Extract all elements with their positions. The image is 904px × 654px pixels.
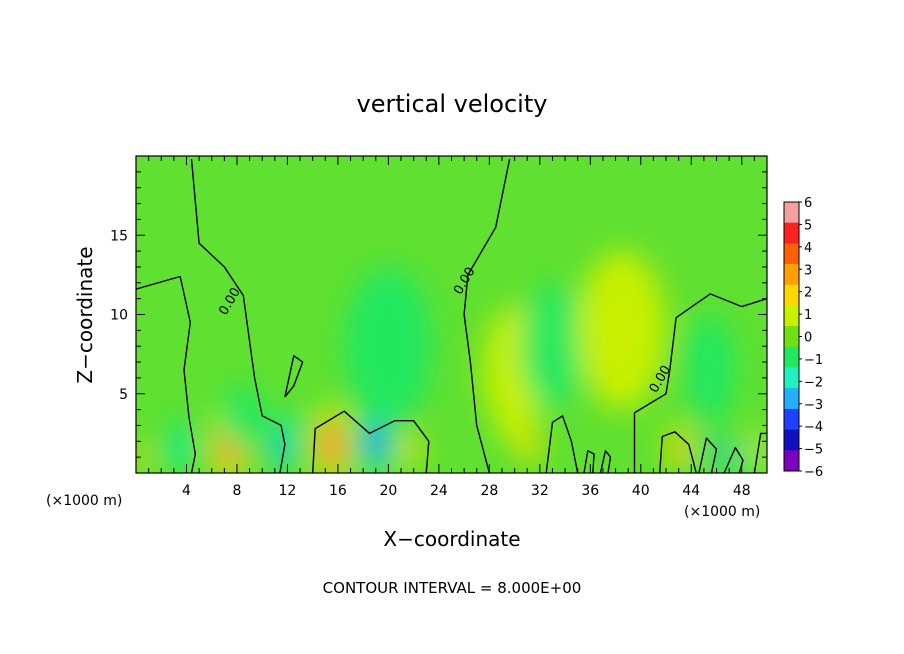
colorbar-swatch bbox=[784, 305, 799, 327]
velocity-cell bbox=[675, 441, 682, 454]
colorbar-label: −3 bbox=[804, 398, 823, 413]
contour-line bbox=[723, 446, 744, 473]
colorbar-swatch bbox=[784, 388, 799, 410]
x-tick-label: 32 bbox=[531, 483, 549, 499]
contour-line bbox=[599, 450, 612, 473]
contour-line bbox=[753, 432, 767, 473]
colorbar-swatch bbox=[784, 346, 799, 368]
x-tick-label: 44 bbox=[682, 483, 700, 499]
plot-area: 0.000.000.00 bbox=[136, 156, 767, 473]
x-tick-label: 20 bbox=[379, 483, 397, 499]
colorbar-swatch bbox=[784, 326, 799, 348]
x-unit-right: (×1000 m) bbox=[684, 504, 760, 520]
colorbar-label: 0 bbox=[804, 331, 812, 346]
colorbar-swatch bbox=[784, 367, 799, 389]
velocity-cell bbox=[407, 446, 415, 456]
velocity-cell bbox=[137, 454, 142, 463]
colorbar-label: −5 bbox=[804, 443, 823, 458]
x-tick-label: 12 bbox=[279, 483, 297, 499]
velocity-cell bbox=[695, 338, 725, 402]
x-unit-left: (×1000 m) bbox=[46, 493, 122, 509]
velocity-cell bbox=[534, 310, 571, 383]
colorbar-swatch bbox=[784, 408, 799, 430]
velocity-cell bbox=[278, 439, 285, 456]
velocity-cell bbox=[596, 285, 647, 376]
y-tick-label: 5 bbox=[119, 387, 128, 403]
colorbar-label: −2 bbox=[804, 375, 823, 390]
velocity-cell bbox=[527, 439, 535, 453]
x-tick-label: 4 bbox=[182, 483, 191, 499]
y-tick-label: 10 bbox=[110, 308, 128, 324]
x-tick-label: 24 bbox=[430, 483, 448, 499]
colorbar-label: 1 bbox=[804, 308, 812, 323]
contour-line bbox=[698, 437, 718, 473]
colorbar-label: 3 bbox=[804, 263, 812, 278]
contour-line bbox=[136, 275, 196, 473]
colorbar-swatch bbox=[784, 202, 799, 223]
x-axis-label: X−coordinate bbox=[383, 527, 520, 551]
x-tick-label: 48 bbox=[733, 483, 751, 499]
velocity-cell bbox=[174, 435, 187, 461]
x-tick-label: 16 bbox=[329, 483, 347, 499]
contour-line bbox=[190, 159, 286, 473]
colorbar-swatch bbox=[784, 222, 799, 244]
x-tick-label: 28 bbox=[480, 483, 498, 499]
colorbar: 6 5 4 3 2 1 0 −1 −2 −3 −4 −5 −6 bbox=[783, 196, 823, 480]
contour-line bbox=[463, 159, 511, 473]
colorbar-label: 6 bbox=[804, 196, 812, 211]
contour-line bbox=[284, 355, 304, 398]
velocity-cell bbox=[363, 301, 414, 391]
x-tick-label: 36 bbox=[581, 483, 599, 499]
colorbar-label: 4 bbox=[804, 241, 812, 256]
contour-line bbox=[659, 431, 697, 473]
colorbar-swatch bbox=[784, 243, 799, 265]
contour-interval-note: CONTOUR INTERVAL = 8.000E+00 bbox=[323, 579, 582, 597]
colorbar-label: −1 bbox=[804, 353, 823, 368]
contour-line bbox=[583, 450, 595, 473]
colorbar-label: 5 bbox=[804, 218, 812, 233]
chart-title: vertical velocity bbox=[357, 90, 548, 118]
colorbar-swatch bbox=[784, 429, 799, 451]
colorbar-label: 2 bbox=[804, 286, 812, 301]
x-tick-label: 40 bbox=[632, 483, 650, 499]
contour-line bbox=[312, 410, 430, 473]
y-axis-label: Z−coordinate bbox=[73, 246, 97, 383]
colorbar-label: −4 bbox=[804, 420, 823, 435]
x-tick-label: 8 bbox=[232, 483, 241, 499]
y-tick-label: 15 bbox=[110, 228, 128, 244]
colorbar-label: −6 bbox=[804, 465, 823, 480]
velocity-cell bbox=[328, 437, 335, 452]
contour-line bbox=[633, 293, 767, 473]
velocity-cell bbox=[289, 424, 298, 443]
colorbar-swatch bbox=[784, 284, 799, 306]
colorbar-swatch bbox=[784, 264, 799, 286]
contour-line bbox=[545, 415, 579, 473]
velocity-cell bbox=[371, 434, 380, 449]
velocity-cell bbox=[230, 399, 257, 436]
colorbar-swatch bbox=[784, 450, 799, 472]
